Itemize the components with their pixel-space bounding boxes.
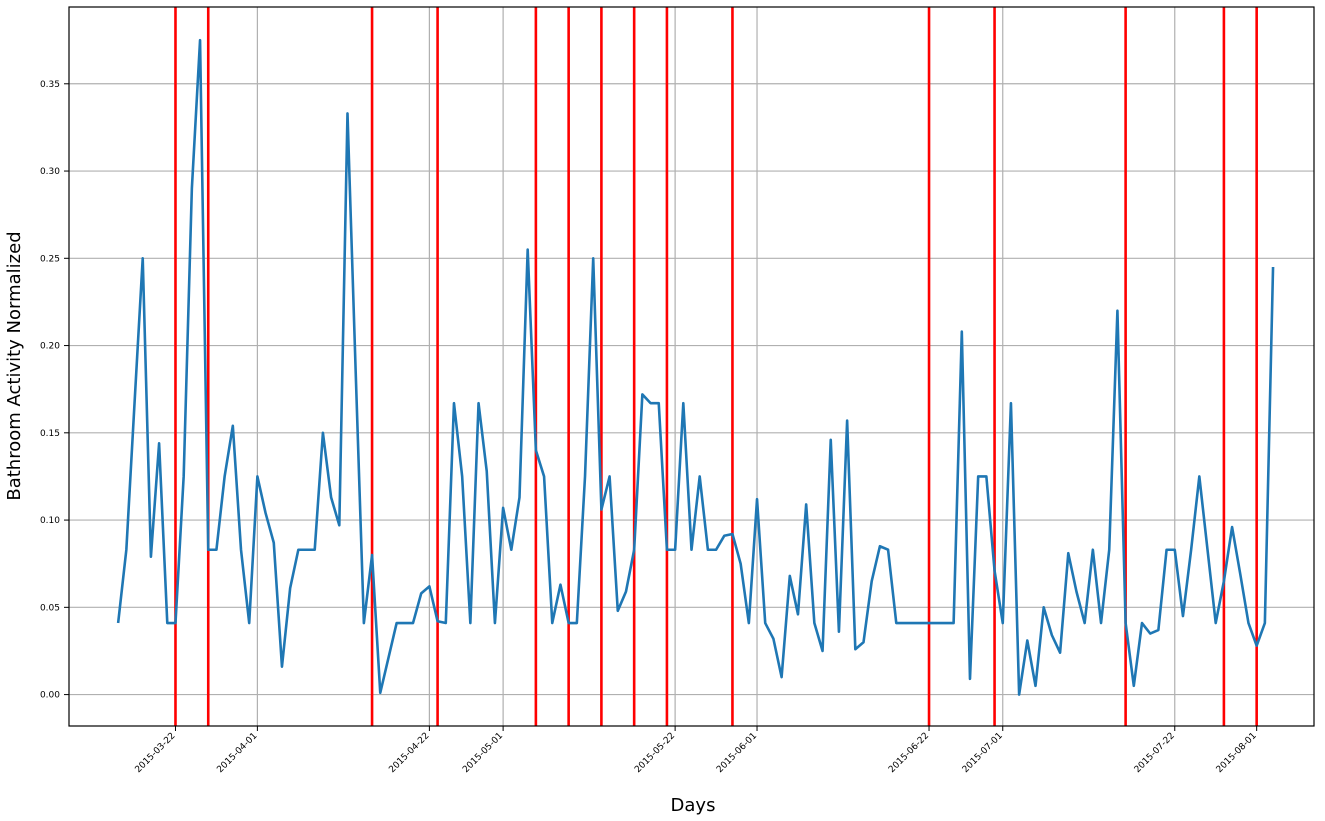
data-series: [116, 38, 1275, 696]
y-tick-label: 0.10: [40, 516, 60, 526]
y-tick-label: 0.35: [40, 80, 60, 90]
x-axis-title: Days: [671, 795, 716, 816]
y-tick-label: 0.00: [40, 691, 60, 701]
y-tick-label: 0.05: [40, 603, 60, 613]
y-tick-label: 0.25: [40, 254, 60, 264]
y-tick-label: 0.15: [40, 429, 60, 439]
plot-frame: [68, 6, 1315, 727]
series-line: [116, 38, 1275, 696]
y-tick-label: 0.30: [40, 167, 60, 177]
y-axis-title: Bathroom Activity Normalized: [4, 231, 25, 500]
y-tick-label: 0.20: [40, 342, 60, 352]
